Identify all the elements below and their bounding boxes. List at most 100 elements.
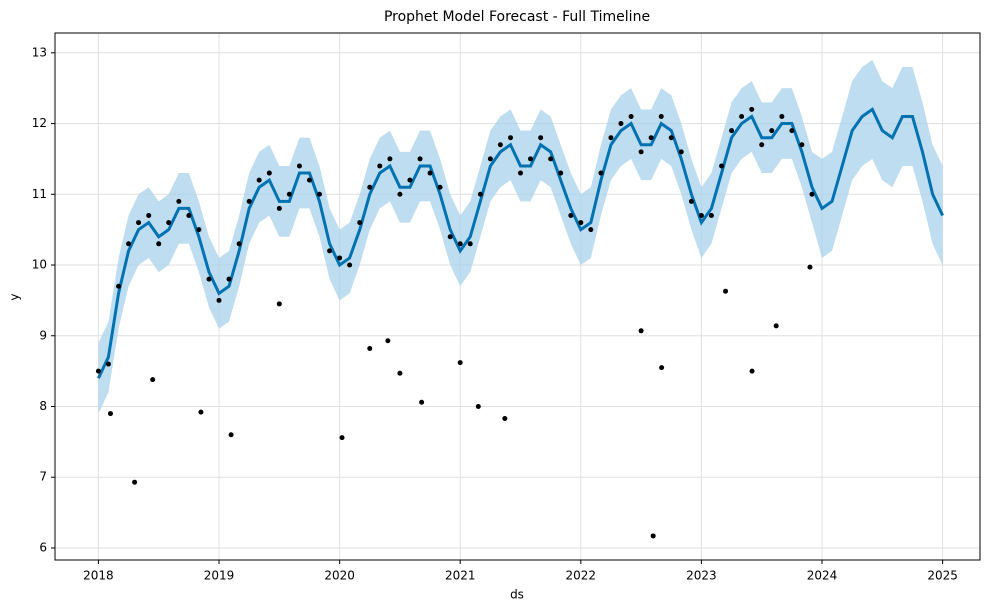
- observed-point: [477, 191, 483, 197]
- observed-point: [132, 479, 138, 485]
- observed-point: [502, 416, 508, 422]
- observed-point: [407, 177, 413, 183]
- observed-point: [779, 113, 785, 119]
- observed-point: [339, 435, 345, 441]
- observed-point: [457, 360, 463, 366]
- x-tick-label: 2022: [566, 569, 597, 583]
- observed-point: [658, 113, 664, 119]
- observed-point: [568, 213, 574, 219]
- observed-point: [136, 220, 142, 226]
- y-axis-label: y: [8, 293, 22, 300]
- y-tick-label: 10: [32, 258, 47, 272]
- observed-point: [789, 128, 795, 134]
- observed-point: [807, 264, 813, 270]
- observed-point: [659, 365, 665, 371]
- observed-point: [799, 142, 805, 148]
- observed-point: [719, 163, 725, 169]
- observed-point: [688, 198, 694, 204]
- observed-point: [457, 241, 463, 247]
- uncertainty-band: [98, 59, 943, 414]
- observed-point: [558, 170, 564, 176]
- observed-point: [337, 255, 343, 261]
- observed-point: [397, 370, 403, 376]
- observed-point: [286, 191, 292, 197]
- x-tick-label: 2021: [445, 569, 476, 583]
- observed-point: [467, 241, 473, 247]
- observed-point: [638, 149, 644, 155]
- observed-point: [618, 121, 624, 127]
- observed-point: [809, 191, 815, 197]
- observed-point: [759, 142, 765, 148]
- observed-point: [497, 142, 503, 148]
- observed-point: [588, 227, 594, 233]
- y-tick-label: 9: [39, 328, 47, 342]
- observed-point: [256, 177, 262, 183]
- observed-point: [638, 328, 644, 334]
- observed-point: [367, 345, 373, 351]
- x-tick-label: 2025: [927, 569, 958, 583]
- observed-point: [236, 241, 242, 247]
- x-tick-label: 2019: [204, 569, 235, 583]
- observed-point: [166, 220, 172, 226]
- y-tick-label: 13: [32, 45, 47, 59]
- observed-point: [773, 323, 779, 329]
- observed-point: [650, 533, 656, 539]
- observed-point: [146, 213, 152, 219]
- observed-point: [628, 113, 634, 119]
- observed-point: [723, 288, 729, 294]
- observed-point: [357, 220, 363, 226]
- observed-point: [206, 276, 212, 282]
- observed-point: [385, 338, 391, 344]
- observed-point: [198, 409, 204, 415]
- observed-point: [186, 213, 192, 219]
- observed-point: [729, 128, 735, 134]
- observed-point: [447, 234, 453, 240]
- plot-frame: [54, 32, 981, 561]
- forecast-line: [97, 107, 944, 379]
- y-tick-label: 12: [32, 116, 47, 130]
- observed-point: [126, 241, 132, 247]
- chart-title: Prophet Model Forecast - Full Timeline: [384, 9, 650, 25]
- observed-point: [518, 170, 524, 176]
- observed-point: [648, 135, 654, 141]
- observed-point: [419, 399, 425, 405]
- observed-point: [377, 163, 383, 169]
- observed-point: [347, 262, 353, 268]
- observed-point: [150, 377, 156, 383]
- x-tick-label: 2020: [324, 569, 355, 583]
- observed-point: [176, 198, 182, 204]
- observed-point: [216, 297, 222, 303]
- observed-point: [107, 411, 113, 417]
- observed-point: [578, 220, 584, 226]
- observed-point: [327, 248, 333, 254]
- observed-point: [226, 276, 232, 282]
- observed-point: [548, 156, 554, 162]
- observed-point: [739, 113, 745, 119]
- observed-point: [475, 403, 481, 409]
- observed-point: [487, 156, 493, 162]
- observed-point: [417, 156, 423, 162]
- observed-point: [608, 135, 614, 141]
- observed-point: [749, 106, 755, 112]
- x-tick-label: 2018: [83, 569, 114, 583]
- observed-point: [105, 361, 111, 367]
- observed-point: [296, 163, 302, 169]
- observed-point: [698, 213, 704, 219]
- observed-point: [598, 170, 604, 176]
- x-axis-label: ds: [510, 588, 524, 602]
- observed-point: [266, 170, 272, 176]
- observed-point: [437, 184, 443, 190]
- observed-point: [538, 135, 544, 141]
- observed-point: [668, 135, 674, 141]
- observed-point: [276, 205, 282, 211]
- y-tick-label: 6: [39, 540, 47, 554]
- observed-point: [276, 301, 282, 307]
- observed-point: [367, 184, 373, 190]
- observed-point: [116, 283, 122, 289]
- y-tick-label: 8: [39, 399, 47, 413]
- observed-point: [769, 128, 775, 134]
- observed-point: [246, 198, 252, 204]
- observed-point: [528, 156, 534, 162]
- observed-point: [427, 170, 433, 176]
